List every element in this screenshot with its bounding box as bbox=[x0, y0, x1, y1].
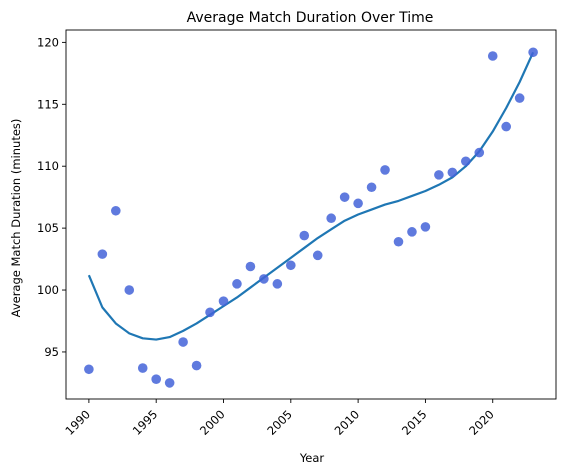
data-point bbox=[111, 206, 121, 216]
data-point bbox=[340, 192, 350, 202]
data-point bbox=[488, 51, 498, 61]
data-point bbox=[353, 199, 363, 209]
data-point bbox=[246, 262, 256, 272]
data-point bbox=[138, 363, 148, 373]
y-axis-label: Average Match Duration (minutes) bbox=[9, 119, 23, 318]
x-tick-label: 2015 bbox=[399, 407, 430, 438]
trend-line bbox=[89, 52, 533, 339]
data-point bbox=[313, 251, 323, 261]
data-point bbox=[286, 260, 296, 270]
x-tick-label: 1995 bbox=[130, 407, 161, 438]
data-point bbox=[165, 378, 175, 388]
y-tick-label: 110 bbox=[37, 159, 59, 173]
y-tick-label: 95 bbox=[44, 345, 59, 359]
points-layer bbox=[84, 47, 538, 387]
data-point bbox=[501, 122, 511, 132]
y-axis: 95 100 105 110 115 120 bbox=[37, 35, 66, 359]
y-tick-label: 115 bbox=[37, 97, 59, 111]
data-point bbox=[98, 249, 108, 259]
data-point bbox=[528, 47, 538, 57]
data-point bbox=[205, 308, 215, 318]
data-point bbox=[124, 285, 134, 295]
data-point bbox=[421, 222, 431, 232]
trend-layer bbox=[89, 52, 533, 339]
y-tick-label: 100 bbox=[37, 283, 59, 297]
data-point bbox=[380, 165, 390, 175]
data-point bbox=[151, 374, 161, 384]
x-axis: 1990 1995 2000 2005 2010 2015 2020 bbox=[62, 399, 496, 438]
plot-frame bbox=[66, 30, 556, 399]
x-tick-label: 2005 bbox=[264, 407, 295, 438]
data-point bbox=[474, 148, 484, 158]
y-tick-label: 120 bbox=[37, 35, 59, 49]
data-point bbox=[178, 337, 188, 347]
data-point bbox=[232, 279, 242, 289]
data-point bbox=[326, 213, 336, 223]
x-tick-label: 2010 bbox=[332, 407, 363, 438]
chart-title: Average Match Duration Over Time bbox=[187, 10, 434, 26]
x-tick-label: 2020 bbox=[466, 407, 497, 438]
data-point bbox=[461, 156, 471, 166]
data-point bbox=[407, 227, 417, 237]
data-point bbox=[273, 279, 283, 289]
x-tick-label: 1990 bbox=[62, 407, 93, 438]
data-point bbox=[394, 237, 404, 247]
data-point bbox=[299, 231, 309, 241]
x-axis-label: Year bbox=[299, 451, 325, 465]
data-point bbox=[219, 296, 229, 306]
data-point bbox=[448, 168, 458, 178]
data-point bbox=[192, 361, 202, 371]
data-point bbox=[434, 170, 444, 180]
data-point bbox=[515, 93, 525, 103]
data-point bbox=[84, 364, 94, 374]
data-point bbox=[259, 274, 269, 284]
y-tick-label: 105 bbox=[37, 221, 59, 235]
x-tick-label: 2000 bbox=[197, 407, 228, 438]
plot-area bbox=[66, 30, 556, 399]
data-point bbox=[367, 182, 377, 192]
